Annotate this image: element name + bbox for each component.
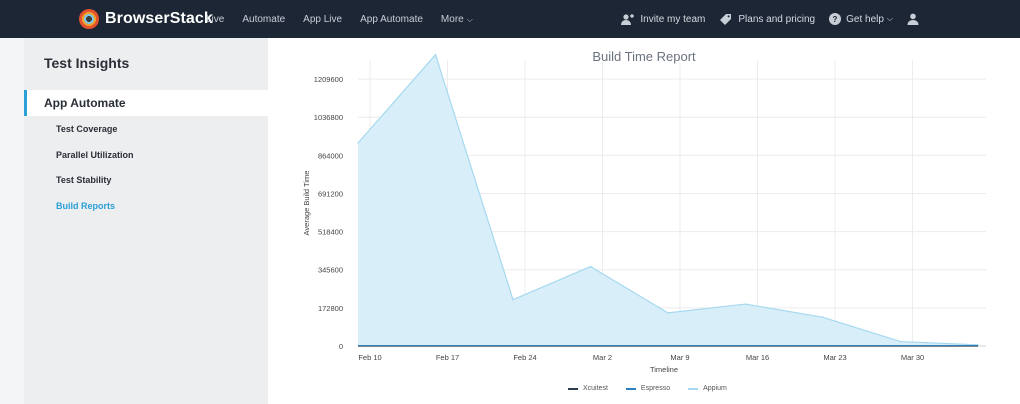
y-tick-label: 345600 [318,266,343,275]
nav-app-live[interactable]: App Live [303,14,343,25]
chart-legend: Xcuitest Espresso Appium [568,385,745,392]
nav-more-label: More [440,14,464,25]
x-tick-label: Feb 17 [436,353,459,362]
main-content: Build Time Report 0 172800 345600 518400 691… [268,38,1020,404]
nav-automate[interactable]: Automate [242,14,286,25]
x-tick-label: Mar 9 [670,353,689,362]
user-menu-button[interactable] [907,13,924,25]
legend-xcuitest[interactable]: Xcuitest [568,385,608,392]
sidebar-item-test-stability[interactable]: Test Stability [56,175,112,185]
invite-team-button[interactable]: Invite my team [621,13,705,25]
invite-team-label: Invite my team [640,13,706,25]
appium-point [899,340,902,343]
get-help-label: Get help [846,13,884,25]
sidebar-section-app-automate[interactable]: App Automate [24,90,268,116]
y-tick-label: 691200 [318,189,343,198]
add-user-icon [621,14,635,25]
legend-appium[interactable]: Appium [688,385,727,392]
price-tag-icon [720,14,732,25]
appium-point [357,142,359,144]
user-icon [907,13,919,25]
appium-point [512,298,514,301]
nav-app-automate[interactable]: App Automate [360,14,423,25]
y-tick-label: 518400 [318,228,343,237]
legend-swatch-xcuitest [568,387,578,390]
nav-live[interactable]: Live [206,14,225,25]
browserstack-logo-icon [79,9,99,29]
plans-pricing-label: Plans and pricing [738,13,816,25]
nav-more[interactable]: More ⌵ [441,14,491,25]
appium-point [822,316,824,319]
x-tick-label: Feb 10 [358,353,381,362]
top-navbar: BrowserStack Live Automate App Live App … [0,0,1020,38]
appium-point [744,303,747,305]
legend-espresso[interactable]: Espresso [625,385,671,392]
appium-area [358,54,978,346]
legend-label-xcuitest: Xcuitest [583,385,608,392]
chevron-down-icon: ⌵ [886,14,893,23]
sidebar-title: Test Insights [44,55,130,71]
chart-title: Build Time Report [592,49,696,64]
plans-pricing-button[interactable]: Plans and pricing [719,13,815,25]
sidebar-item-parallel-utilization[interactable]: Parallel Utilization [56,150,134,160]
y-tick-label: 172800 [318,304,343,313]
brand-name: BrowserStack [105,10,213,27]
sidebar-item-build-reports[interactable]: Build Reports [56,201,116,211]
x-tick-label: Mar 30 [901,353,924,362]
svg-text:?: ? [833,15,838,24]
legend-label-espresso: Espresso [640,385,671,392]
legend-swatch-appium [688,387,699,390]
y-tick-label: 1036800 [314,113,343,122]
y-tick-label: 0 [339,342,343,351]
appium-point [589,265,592,268]
x-tick-label: Mar 2 [593,353,612,362]
y-axis-label: Average Build Time [302,171,311,236]
get-help-button[interactable]: ? Get help ⌵ [829,13,893,25]
legend-label-appium: Appium [703,385,727,392]
x-tick-label: Mar 23 [823,353,846,362]
help-icon: ? [829,13,842,25]
y-tick-label: 1209600 [314,75,343,84]
main-nav: Live Automate App Live App Automate More… [206,14,509,25]
brand-logo[interactable]: BrowserStack [79,9,213,29]
x-tick-label: Mar 16 [746,353,769,362]
sidebar: Test Insights App Automate Test Coverage… [24,38,268,404]
x-axis-label: Timeline [650,365,678,374]
appium-point [667,312,669,314]
right-nav: Invite my team Plans and pricing ? Get h… [621,12,1020,26]
legend-swatch-espresso [625,387,636,390]
x-tick-label: Feb 24 [513,353,536,362]
sidebar-section-label: App Automate [44,96,126,110]
appium-point [434,53,437,56]
chevron-down-icon: ⌵ [466,15,473,24]
sidebar-item-test-coverage[interactable]: Test Coverage [56,124,118,134]
y-tick-label: 864000 [318,151,343,160]
build-time-chart: 0 172800 345600 518400 691200 864000 1036800 12… [302,53,986,374]
